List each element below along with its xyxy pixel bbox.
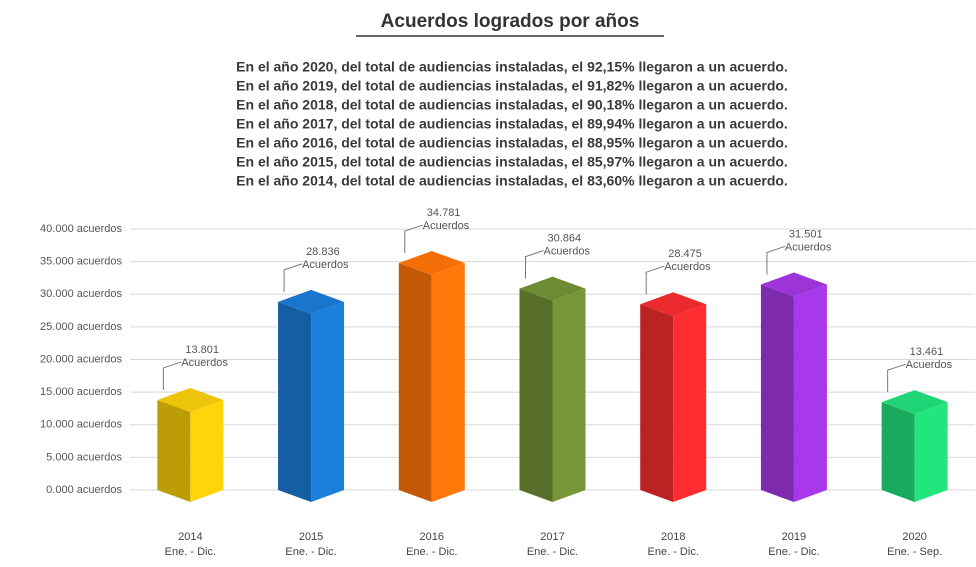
bar-top-face xyxy=(398,251,465,276)
x-tick-period: Ene. - Dic. xyxy=(165,546,216,558)
y-tick-label: 5.000 acuerdos xyxy=(46,451,122,463)
label-leader xyxy=(162,361,182,390)
x-tick-label: 2014 xyxy=(178,531,202,543)
label-leader xyxy=(645,265,665,295)
note-line: En el año 2015, del total de audiencias … xyxy=(236,154,788,170)
x-tick-label: 2020 xyxy=(902,531,926,543)
bar-left-face xyxy=(157,399,191,502)
data-label: 34.781 xyxy=(427,207,461,219)
label-leader xyxy=(525,250,544,279)
bar-right-face xyxy=(190,399,224,502)
y-tick-label: 20.000 acuerdos xyxy=(40,353,122,365)
note-line: En el año 2017, del total de audiencias … xyxy=(236,116,788,132)
data-label-unit: Acuerdos xyxy=(906,359,953,371)
x-tick-period: Ene. - Dic. xyxy=(648,546,699,558)
bar-right-face xyxy=(914,402,948,502)
bar-top-face xyxy=(881,390,948,415)
x-tick-period: Ene. - Dic. xyxy=(285,546,336,558)
data-label: 30.864 xyxy=(548,233,582,245)
note-line: En el año 2014, del total de audiencias … xyxy=(236,173,788,189)
data-label-unit: Acuerdos xyxy=(181,357,228,369)
bar-left-face xyxy=(881,402,915,502)
y-tick-label: 15.000 acuerdos xyxy=(40,386,122,398)
y-tick-label: 0.000 acuerdos xyxy=(46,484,122,496)
x-tick-period: Ene. - Dic. xyxy=(406,546,457,558)
note-line: En el año 2018, del total de audiencias … xyxy=(236,97,788,113)
bar-left-face xyxy=(760,284,794,502)
bar-right-face xyxy=(552,288,586,502)
bar-right-face xyxy=(673,304,707,502)
data-label-unit: Acuerdos xyxy=(302,259,349,271)
data-label: 13.801 xyxy=(185,344,219,356)
x-tick-period: Ene. - Dic. xyxy=(768,546,819,558)
data-label-unit: Acuerdos xyxy=(544,246,591,258)
data-label: 13.461 xyxy=(910,346,944,358)
x-tick-label: 2015 xyxy=(299,531,323,543)
bar-top-face xyxy=(760,272,827,297)
bar-left-face xyxy=(640,304,674,502)
y-tick-label: 35.000 acuerdos xyxy=(40,256,122,268)
note-line: En el año 2016, del total de audiencias … xyxy=(236,135,788,151)
bar-right-face xyxy=(793,284,827,502)
bar-right-face xyxy=(431,263,465,502)
data-label-unit: Acuerdos xyxy=(664,261,711,273)
chart-title: Acuerdos logrados por años xyxy=(381,11,640,32)
note-line: En el año 2019, del total de audiencias … xyxy=(236,78,788,94)
x-tick-label: 2017 xyxy=(540,531,564,543)
data-label: 31.501 xyxy=(789,228,823,240)
data-label-unit: Acuerdos xyxy=(785,241,832,253)
label-leader xyxy=(887,363,906,393)
y-tick-label: 25.000 acuerdos xyxy=(40,321,122,333)
x-tick-label: 2019 xyxy=(782,531,806,543)
bar-top-face xyxy=(157,387,224,412)
y-tick-label: 40.000 acuerdos xyxy=(40,223,122,235)
bar-left-face xyxy=(398,263,432,502)
label-leader xyxy=(283,263,303,292)
x-tick-period: Ene. - Dic. xyxy=(527,546,578,558)
x-tick-period: Ene. - Sep. xyxy=(887,546,942,558)
x-tick-label: 2018 xyxy=(661,531,685,543)
data-label: 28.836 xyxy=(306,246,340,258)
note-line: En el año 2020, del total de audiencias … xyxy=(236,59,788,75)
bar-right-face xyxy=(311,301,345,502)
bar-left-face xyxy=(278,301,312,502)
bar-top-face xyxy=(519,276,586,301)
y-tick-label: 10.000 acuerdos xyxy=(40,419,122,431)
label-leader xyxy=(404,224,423,254)
data-label: 28.475 xyxy=(668,248,702,260)
data-label-unit: Acuerdos xyxy=(423,220,470,232)
x-tick-label: 2016 xyxy=(420,531,444,543)
bar-top-face xyxy=(640,292,707,317)
bar-left-face xyxy=(519,288,553,502)
label-leader xyxy=(766,245,786,275)
bar-top-face xyxy=(278,289,345,314)
y-tick-label: 30.000 acuerdos xyxy=(40,288,122,300)
